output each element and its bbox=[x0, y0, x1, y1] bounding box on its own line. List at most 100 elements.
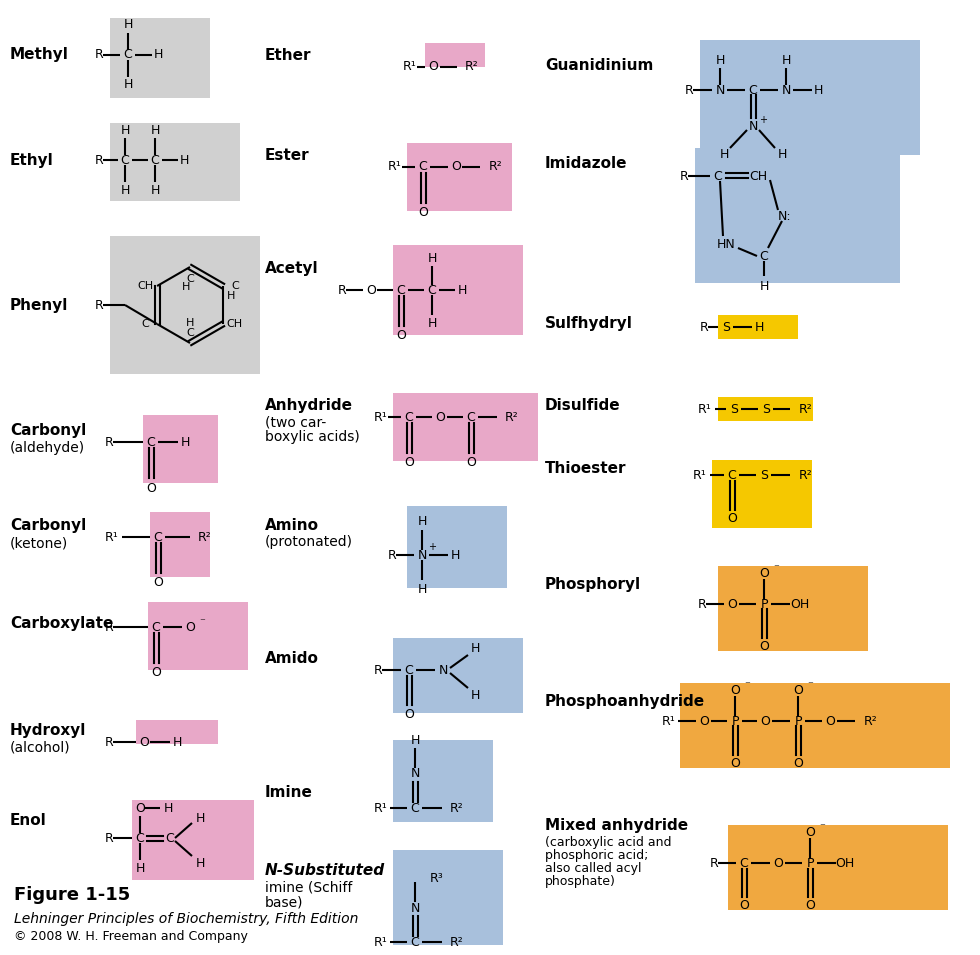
Text: H: H bbox=[458, 284, 466, 296]
Text: Imidazole: Imidazole bbox=[545, 156, 627, 171]
Text: H: H bbox=[153, 49, 163, 61]
Bar bbox=[407, 143, 512, 211]
Text: H: H bbox=[121, 183, 129, 197]
Text: N: N bbox=[417, 548, 426, 562]
Text: ⁻: ⁻ bbox=[819, 822, 825, 832]
Text: H: H bbox=[411, 733, 419, 747]
Bar bbox=[718, 566, 868, 651]
Bar bbox=[393, 245, 523, 335]
Text: O: O bbox=[727, 598, 737, 610]
Text: H: H bbox=[172, 735, 181, 749]
Text: CH: CH bbox=[226, 319, 243, 329]
Text: OH: OH bbox=[835, 857, 855, 869]
Text: O: O bbox=[404, 708, 414, 720]
Text: O: O bbox=[793, 756, 803, 770]
Text: R²: R² bbox=[799, 469, 812, 481]
Text: S: S bbox=[762, 402, 770, 415]
Text: H: H bbox=[186, 318, 194, 328]
Text: S: S bbox=[730, 402, 738, 415]
Text: N: N bbox=[749, 120, 758, 134]
Text: (protonated): (protonated) bbox=[265, 535, 353, 549]
Text: O: O bbox=[760, 640, 769, 652]
Text: R¹: R¹ bbox=[403, 60, 416, 74]
Text: H: H bbox=[164, 801, 172, 815]
Text: C: C bbox=[121, 154, 129, 166]
Text: R¹: R¹ bbox=[698, 402, 711, 415]
Text: Phosphoanhydride: Phosphoanhydride bbox=[545, 693, 706, 709]
Text: R: R bbox=[105, 621, 114, 633]
Text: C: C bbox=[405, 664, 414, 676]
Text: R: R bbox=[95, 299, 104, 311]
Text: R¹: R¹ bbox=[374, 411, 388, 423]
Text: R¹: R¹ bbox=[662, 714, 676, 728]
Text: H: H bbox=[470, 689, 479, 702]
Text: H: H bbox=[715, 53, 724, 67]
Text: O: O bbox=[466, 456, 476, 469]
Text: phosphate): phosphate) bbox=[545, 875, 615, 887]
Text: ⁻: ⁻ bbox=[808, 680, 813, 690]
Text: R²: R² bbox=[489, 160, 503, 174]
Text: H: H bbox=[180, 435, 190, 449]
Text: O: O bbox=[135, 801, 145, 815]
Text: ⁻: ⁻ bbox=[199, 617, 205, 627]
Text: O: O bbox=[185, 621, 195, 633]
Text: R²: R² bbox=[799, 402, 812, 415]
Text: R²: R² bbox=[505, 411, 518, 423]
Text: C: C bbox=[147, 435, 156, 449]
Bar bbox=[718, 397, 813, 421]
Text: base): base) bbox=[265, 895, 304, 909]
Text: O: O bbox=[404, 456, 414, 469]
Bar bbox=[718, 315, 798, 339]
Text: R³: R³ bbox=[430, 872, 444, 884]
Text: C: C bbox=[427, 284, 436, 296]
Text: HN: HN bbox=[716, 238, 735, 250]
Bar bbox=[700, 40, 920, 155]
Text: O: O bbox=[739, 899, 749, 911]
Text: H: H bbox=[150, 123, 160, 137]
Text: Figure 1-15: Figure 1-15 bbox=[14, 886, 130, 904]
Text: C: C bbox=[186, 328, 194, 338]
Text: O: O bbox=[805, 899, 815, 911]
Text: H: H bbox=[427, 316, 437, 329]
Text: +: + bbox=[759, 115, 767, 125]
Text: H: H bbox=[195, 812, 205, 824]
Text: R: R bbox=[680, 169, 689, 182]
Text: H: H bbox=[760, 280, 768, 292]
Bar bbox=[680, 683, 950, 768]
Text: P: P bbox=[731, 714, 739, 728]
Text: Imine: Imine bbox=[265, 784, 313, 799]
Text: R¹: R¹ bbox=[388, 160, 402, 174]
Text: H: H bbox=[182, 282, 190, 292]
Text: C: C bbox=[141, 319, 149, 329]
Text: O: O bbox=[760, 714, 770, 728]
Text: Carbonyl: Carbonyl bbox=[10, 518, 86, 533]
Text: phosphoric acid;: phosphoric acid; bbox=[545, 848, 649, 861]
Bar bbox=[110, 123, 240, 201]
Text: C: C bbox=[713, 169, 722, 182]
Text: C: C bbox=[154, 530, 163, 543]
Text: S: S bbox=[760, 469, 768, 481]
Text: O: O bbox=[435, 411, 445, 423]
Text: O: O bbox=[151, 666, 161, 678]
Text: Amido: Amido bbox=[265, 650, 318, 666]
Text: (aldehyde): (aldehyde) bbox=[10, 441, 85, 455]
Text: C: C bbox=[411, 936, 419, 948]
Text: N: N bbox=[438, 664, 448, 676]
Text: (two car-: (two car- bbox=[265, 415, 326, 429]
Text: C: C bbox=[152, 621, 161, 633]
Bar bbox=[407, 506, 507, 588]
Text: Ester: Ester bbox=[265, 147, 310, 162]
Text: Sulfhydryl: Sulfhydryl bbox=[545, 315, 633, 330]
Text: O: O bbox=[699, 714, 709, 728]
Text: H: H bbox=[755, 321, 763, 333]
Text: Guanidinium: Guanidinium bbox=[545, 57, 654, 73]
Text: R²: R² bbox=[465, 60, 479, 74]
Text: R: R bbox=[95, 49, 104, 61]
Text: N: N bbox=[411, 902, 419, 915]
Text: boxylic acids): boxylic acids) bbox=[265, 430, 360, 444]
Text: R: R bbox=[105, 735, 114, 749]
Text: O: O bbox=[727, 512, 737, 524]
Text: ⁻: ⁻ bbox=[773, 563, 779, 573]
Text: C: C bbox=[166, 832, 174, 844]
Text: O: O bbox=[418, 205, 428, 219]
